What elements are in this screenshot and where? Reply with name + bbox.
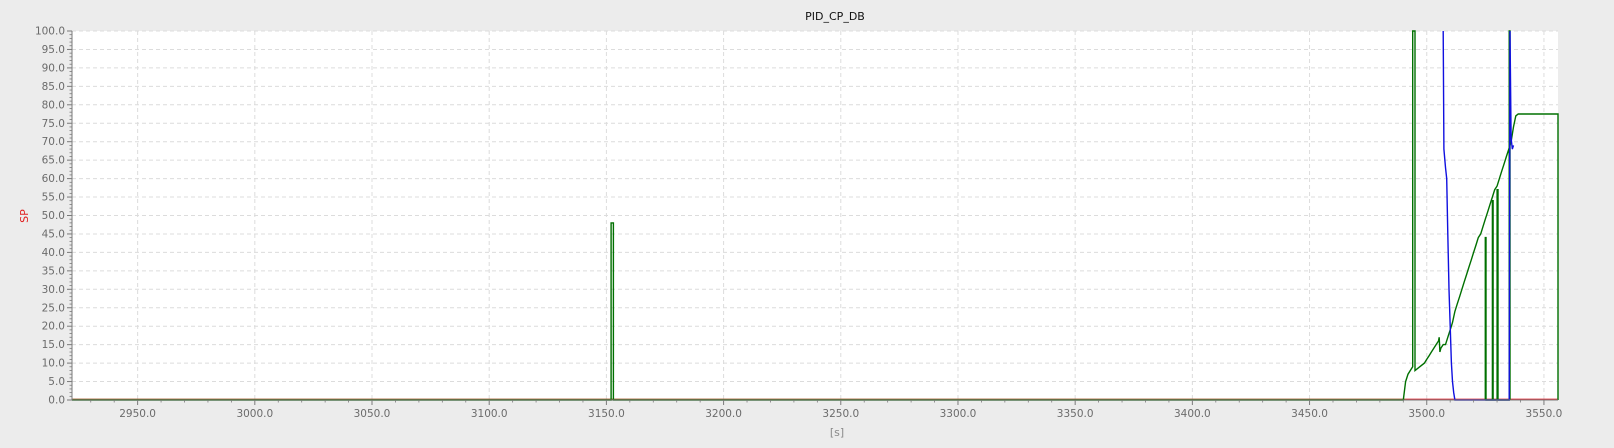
y-tick-label: 0.0 <box>48 395 65 407</box>
y-tick-label: 5.0 <box>48 376 65 388</box>
y-axis-label: SP <box>18 209 31 223</box>
y-tick-label: 100.0 <box>35 26 65 38</box>
y-tick-label: 50.0 <box>42 210 65 222</box>
x-tick-label: 2950.0 <box>119 408 156 420</box>
y-tick-label: 55.0 <box>42 192 65 204</box>
x-axis-label: [s] <box>830 426 844 439</box>
chart-title: PID_CP_DB <box>805 10 865 23</box>
grid-lines <box>72 30 1558 401</box>
y-tick-label: 65.0 <box>42 155 65 167</box>
y-tick-label: 35.0 <box>42 265 65 277</box>
x-tick-label: 3150.0 <box>588 408 625 420</box>
x-tick-label: 3100.0 <box>471 408 508 420</box>
y-tick-label: 70.0 <box>42 136 65 148</box>
x-tick-label: 3250.0 <box>822 408 859 420</box>
x-tick-label: 3050.0 <box>354 408 391 420</box>
y-tick-label: 75.0 <box>42 118 65 130</box>
series-line-2 <box>72 30 1559 401</box>
y-tick-label: 20.0 <box>42 321 65 333</box>
y-tick-label: 60.0 <box>42 173 65 185</box>
axes: 0.0 5.0 10.0 15.0 20.0 25.0 30.0 35.0 40.0 45.0 50… <box>35 26 1562 421</box>
y-tick-label: 40.0 <box>42 247 65 259</box>
y-tick-label: 95.0 <box>42 44 65 56</box>
y-tick-label: 10.0 <box>42 358 65 370</box>
x-tick-label: 3500.0 <box>1408 408 1445 420</box>
x-tick-label: 3200.0 <box>705 408 742 420</box>
y-tick-label: 80.0 <box>42 99 65 111</box>
x-tick-label: 3300.0 <box>940 408 977 420</box>
x-tick-label: 3550.0 <box>1526 408 1563 420</box>
series-line-4 <box>1442 30 1515 401</box>
y-tick-label: 15.0 <box>42 339 65 351</box>
x-tick-label: 3350.0 <box>1057 408 1094 420</box>
x-tick-label: 3450.0 <box>1291 408 1328 420</box>
y-tick-label: 45.0 <box>42 228 65 240</box>
y-tick-label: 85.0 <box>42 81 65 93</box>
y-tick-label: 25.0 <box>42 302 65 314</box>
y-tick-label: 30.0 <box>42 284 65 296</box>
x-tick-label: 3000.0 <box>236 408 273 420</box>
y-tick-label: 90.0 <box>42 62 65 74</box>
x-tick-label: 3400.0 <box>1174 408 1211 420</box>
